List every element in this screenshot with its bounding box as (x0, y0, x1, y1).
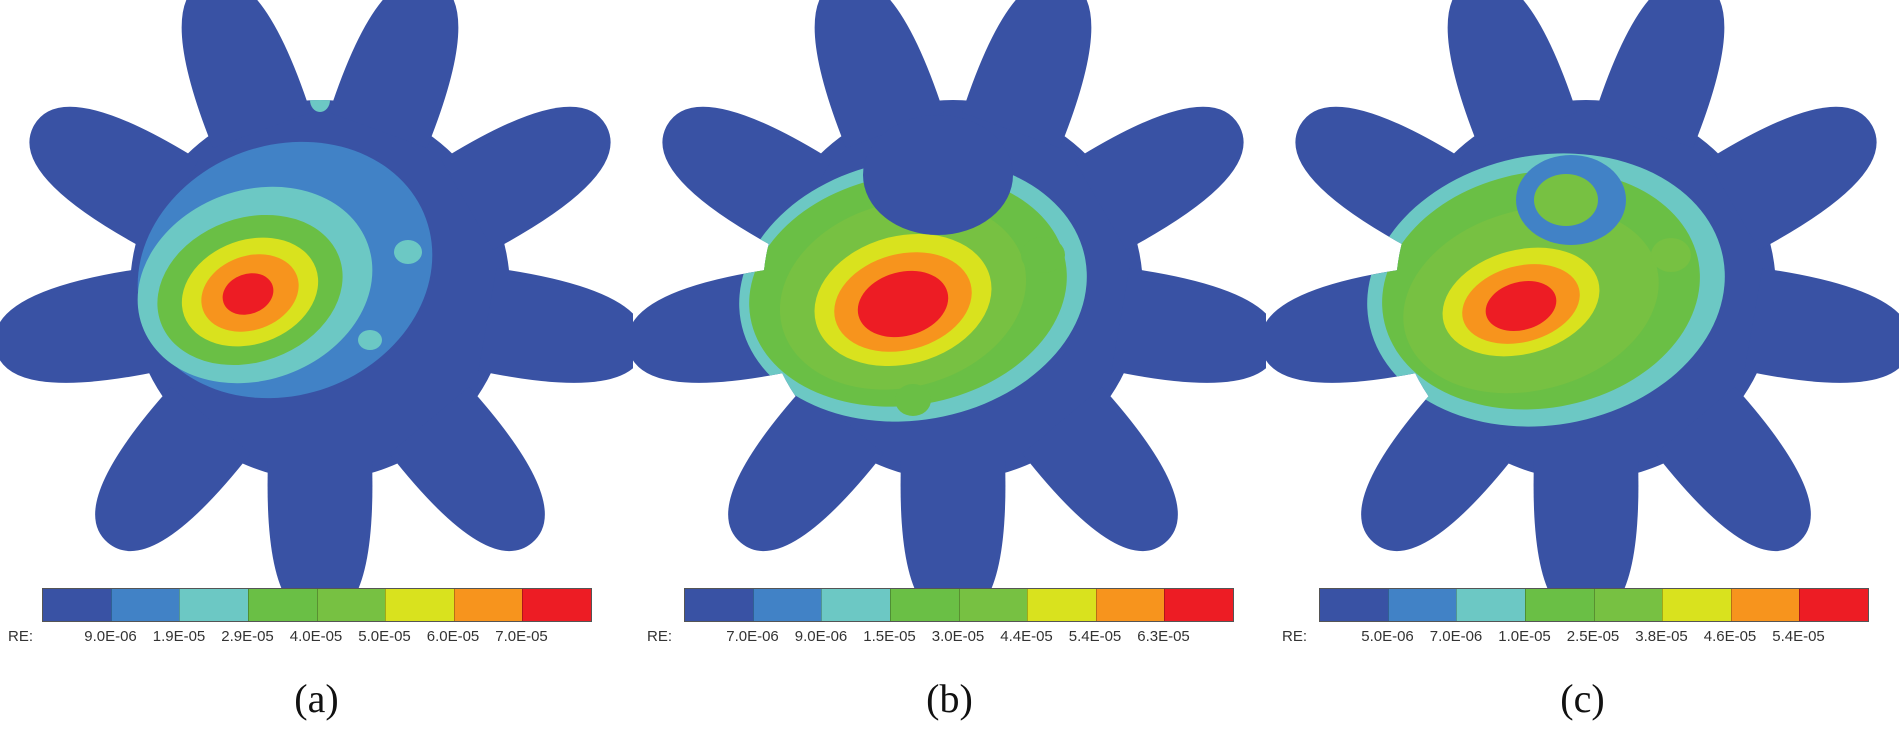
legend-tick-label: 5.4E-05 (1068, 628, 1122, 645)
legend-swatch (179, 589, 248, 621)
legend-tick-label: 1.0E-05 (1498, 628, 1551, 645)
legend-tick-label: 2.5E-05 (1566, 628, 1620, 645)
legend-swatch (1320, 589, 1388, 621)
panel-caption: (a) (294, 676, 339, 721)
gear-tooth (1595, 0, 1725, 149)
legend-ticks: RE: 9.0E-06 1.9E-05 2.9E-05 4.0E-05 5.0E-05 6… (8, 628, 608, 648)
legend-tick-label: 1.9E-05 (152, 628, 206, 645)
gear-tooth (814, 0, 944, 149)
contour-region (895, 384, 931, 416)
contour-region (1534, 174, 1598, 226)
legend-swatch (1524, 589, 1594, 621)
legend-swatch (752, 589, 822, 621)
gear-tooth (1533, 460, 1639, 600)
gear-tooth (728, 386, 884, 552)
legend-prefix: RE: (647, 628, 673, 645)
legend-swatch (385, 589, 454, 621)
legend-swatch (1456, 589, 1525, 621)
gear-tooth (1022, 386, 1178, 552)
gear-tooth (478, 268, 633, 383)
legend-swatch (685, 589, 753, 621)
legend-swatch (821, 589, 890, 621)
legend-prefix: RE: (1282, 628, 1308, 645)
legend-swatch (1027, 589, 1096, 621)
gear-tooth (962, 0, 1092, 149)
color-legend (1319, 588, 1869, 622)
legend-tick-label: 4.4E-05 (1000, 628, 1053, 645)
panel-caption: (c) (1560, 676, 1605, 721)
legend-tick-label: 9.0E-06 (794, 628, 848, 645)
legend-swatch (1662, 589, 1731, 621)
gear-contour-plot-a (0, 0, 633, 600)
gear-tooth (329, 0, 459, 149)
legend-swatch (958, 589, 1028, 621)
gear-tooth (29, 106, 199, 251)
panel-c: RE: 5.0E-06 7.0E-06 1.0E-05 2.5E-05 3.8E-05 4… (1266, 0, 1899, 734)
legend-tick-label: 7.0E-05 (495, 628, 548, 645)
gear-contour-plot-b (633, 0, 1266, 600)
legend-tick-label: 9.0E-06 (84, 628, 137, 645)
gear-tooth (95, 386, 251, 552)
legend-prefix: RE: (8, 628, 34, 645)
legend-tick-label: 5.4E-05 (1772, 628, 1825, 645)
contour-region (358, 330, 382, 350)
contour-region (863, 115, 1013, 235)
legend-tick-label: 4.6E-05 (1703, 628, 1757, 645)
legend-swatch (1095, 589, 1165, 621)
gear-tooth (1361, 386, 1517, 552)
panel-b: RE: 7.0E-06 9.0E-06 1.5E-05 3.0E-05 4.4E-05 5… (633, 0, 1266, 734)
gear-tooth (1707, 106, 1877, 251)
gear-tooth (1447, 0, 1577, 149)
legend-swatch (1387, 589, 1457, 621)
legend-tick-label: 6.0E-05 (426, 628, 480, 645)
legend-tick-label: 1.5E-05 (863, 628, 916, 645)
legend-swatch (1799, 589, 1868, 621)
contour-region (1651, 238, 1691, 272)
contour-region (394, 240, 422, 264)
legend-tick-label: 3.0E-05 (931, 628, 985, 645)
legend-swatch (316, 589, 386, 621)
legend-tick-label: 5.0E-06 (1361, 628, 1414, 645)
legend-tick-label: 7.0E-06 (726, 628, 779, 645)
color-legend (684, 588, 1234, 622)
gear-tooth (900, 460, 1006, 600)
legend-swatch (453, 589, 523, 621)
legend-tick-label: 2.9E-05 (221, 628, 274, 645)
legend-swatch (1730, 589, 1800, 621)
gear-tooth (1111, 268, 1266, 383)
legend-tick-label: 6.3E-05 (1137, 628, 1190, 645)
legend-swatch (889, 589, 959, 621)
gear-tooth (1655, 386, 1811, 552)
panel-a: RE: 9.0E-06 1.9E-05 2.9E-05 4.0E-05 5.0E-05 6… (0, 0, 633, 734)
gear-tooth (441, 106, 611, 251)
legend-swatch (522, 589, 591, 621)
legend-tick-label: 4.0E-05 (289, 628, 343, 645)
legend-swatch (43, 589, 111, 621)
gear-tooth (1744, 268, 1899, 383)
legend-tick-label: 3.8E-05 (1635, 628, 1688, 645)
legend-swatch (1593, 589, 1663, 621)
contour-region (310, 88, 330, 112)
gear-tooth (0, 268, 162, 383)
contour-region (1021, 237, 1065, 273)
legend-ticks: RE: 5.0E-06 7.0E-06 1.0E-05 2.5E-05 3.8E-05 4… (1282, 628, 1882, 648)
color-legend (42, 588, 592, 622)
gear-contour-plot-c (1266, 0, 1899, 600)
contour-region (857, 270, 949, 338)
legend-ticks: RE: 7.0E-06 9.0E-06 1.5E-05 3.0E-05 4.4E-05 5… (647, 628, 1247, 648)
gear-tooth (389, 386, 545, 552)
legend-swatch (247, 589, 317, 621)
gear-tooth (181, 0, 311, 149)
legend-swatch (1164, 589, 1233, 621)
legend-tick-label: 5.0E-05 (358, 628, 411, 645)
legend-swatch (110, 589, 180, 621)
panel-caption: (b) (926, 676, 973, 721)
gear-tooth (1074, 106, 1244, 251)
legend-tick-label: 7.0E-06 (1429, 628, 1483, 645)
contour-region (1485, 281, 1557, 331)
contour-region (222, 273, 274, 315)
gear-tooth (267, 460, 373, 600)
